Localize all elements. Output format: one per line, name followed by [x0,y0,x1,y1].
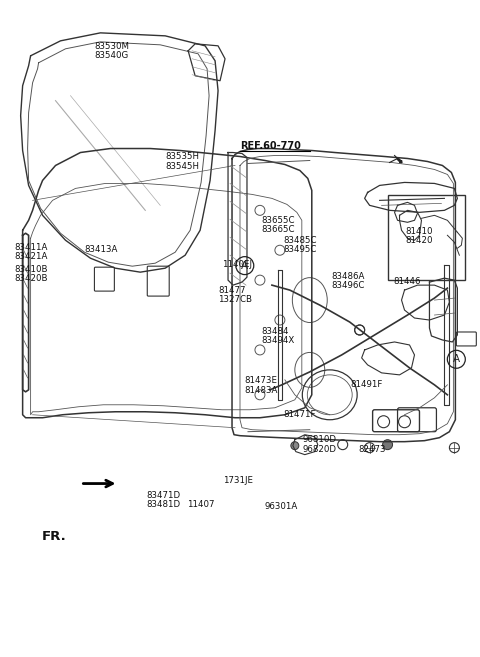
Text: 81491F: 81491F [350,380,383,389]
Text: A: A [241,261,248,271]
Text: 83471D: 83471D [147,491,181,500]
Text: 83485C: 83485C [283,236,317,244]
Text: 83530M: 83530M [94,42,129,51]
Text: 83420B: 83420B [14,274,48,283]
Text: 83484: 83484 [262,327,289,336]
Text: 96810D: 96810D [302,436,336,444]
Text: 83665C: 83665C [262,225,295,234]
Text: 1327CB: 1327CB [218,295,252,304]
Text: 83481D: 83481D [147,500,181,509]
Text: 83496C: 83496C [331,281,364,290]
Text: 82473: 82473 [359,445,386,453]
Text: 83421A: 83421A [14,252,48,261]
Text: 83495C: 83495C [283,245,316,254]
Text: 83413A: 83413A [84,245,118,254]
Text: 83411A: 83411A [14,243,48,252]
Text: 1140EJ: 1140EJ [222,260,252,269]
Text: 81420: 81420 [405,237,432,245]
Circle shape [383,440,393,449]
Text: 81410: 81410 [405,227,432,236]
Text: REF.60-770: REF.60-770 [240,141,301,151]
Text: 96301A: 96301A [265,502,298,511]
Text: 83486A: 83486A [331,271,364,281]
Text: 81471F: 81471F [283,411,315,419]
Text: 81477: 81477 [218,286,246,295]
Text: 1731JE: 1731JE [223,476,253,485]
Text: 81473E: 81473E [245,376,278,386]
Text: 83410B: 83410B [14,265,48,274]
Text: 96820D: 96820D [302,445,336,453]
Text: 81446: 81446 [393,277,420,286]
Text: A: A [453,354,460,364]
Text: 83494X: 83494X [262,336,295,345]
Circle shape [291,442,299,449]
Text: 83545H: 83545H [166,162,200,171]
Text: 83655C: 83655C [262,216,295,225]
Text: 81483A: 81483A [245,386,278,395]
Text: 83535H: 83535H [166,152,200,162]
Text: 83540G: 83540G [94,51,128,60]
FancyArrow shape [397,158,402,163]
Text: FR.: FR. [41,530,66,543]
Text: 11407: 11407 [187,500,215,509]
